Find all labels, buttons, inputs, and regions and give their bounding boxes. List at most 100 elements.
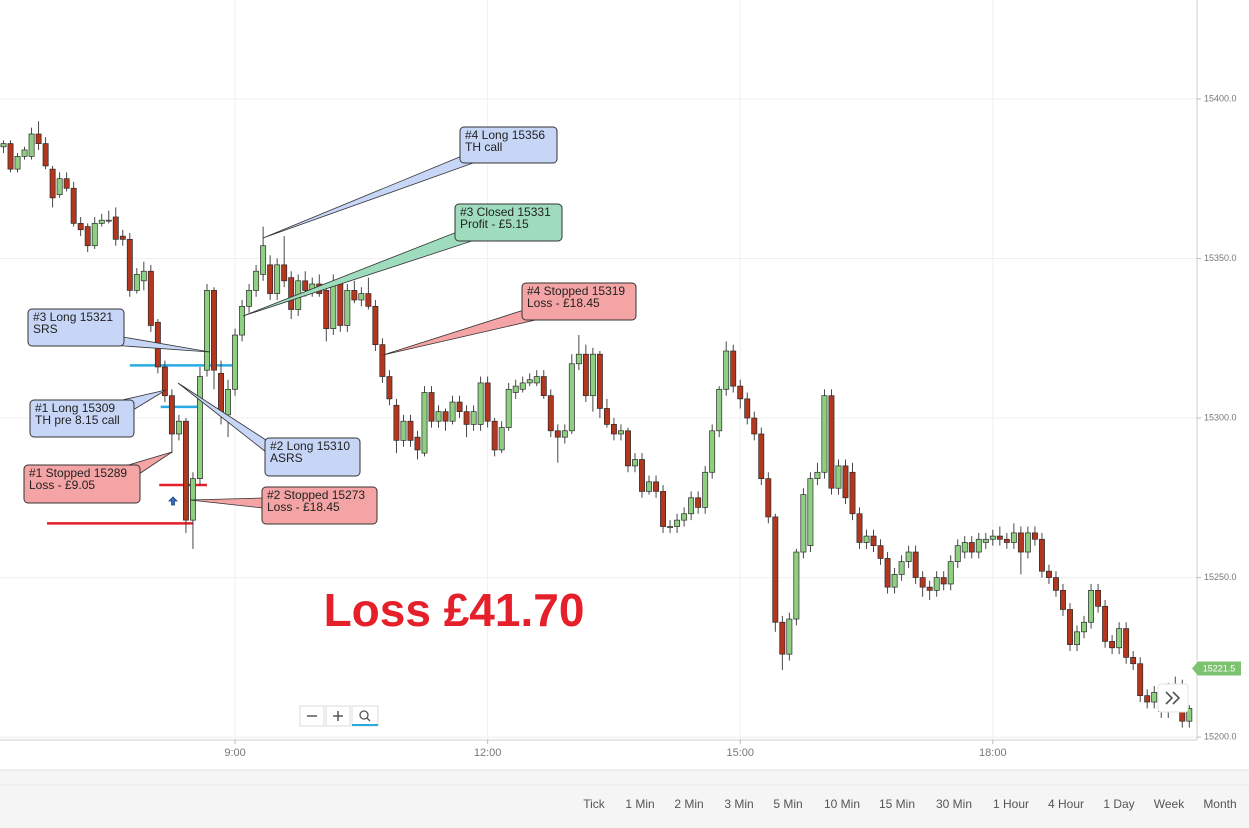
loss-total: Loss £41.70 [324, 584, 585, 636]
zoom-reset-button[interactable] [351, 705, 379, 727]
candle-body [260, 245, 267, 275]
candle-body [1031, 532, 1038, 540]
candle-body [288, 277, 295, 310]
candle-body [98, 219, 105, 224]
callout-text: SRS [33, 322, 58, 336]
candle-body [84, 226, 91, 247]
candle-body [351, 290, 358, 301]
candle-body [646, 481, 652, 492]
candle-body [933, 577, 940, 591]
candle-body [365, 293, 372, 307]
candle-body [856, 513, 863, 543]
candle-body [526, 379, 533, 384]
candle-body [639, 459, 645, 492]
callout-box [29, 399, 135, 438]
timeframe-button[interactable]: 5 Min [773, 797, 802, 811]
candle-body [765, 478, 772, 518]
candle-body [877, 545, 884, 559]
candle-body [982, 538, 989, 543]
y-tick-label: 15400.0 [1204, 93, 1237, 103]
candle-body [1123, 628, 1130, 658]
callout-text: #4 Stopped 15319 [527, 284, 625, 298]
timeframe-button[interactable]: 10 Min [824, 797, 860, 811]
zoom-controls [299, 705, 379, 727]
timeframe-button[interactable]: Month [1203, 797, 1236, 811]
candle-body [1130, 657, 1137, 665]
candle-body [477, 382, 484, 425]
candle-body [835, 465, 842, 489]
candle-body [1109, 641, 1116, 649]
candle-body [253, 270, 260, 291]
candle-body [133, 274, 140, 291]
candle-body [884, 558, 891, 588]
candle-body [42, 143, 49, 167]
candle-body [603, 408, 610, 425]
y-tick-label: 15250.0 [1204, 572, 1237, 582]
candle-body [589, 353, 596, 397]
candle-body [1038, 538, 1045, 572]
candle-body [505, 388, 512, 428]
candle-body [961, 542, 968, 553]
candle-body [456, 401, 463, 412]
candle-body [863, 535, 870, 543]
candle-body [807, 478, 814, 547]
candle-body [63, 178, 70, 189]
callout-box [23, 464, 141, 504]
candle-body [828, 395, 835, 489]
timeframe-button[interactable]: Tick [583, 797, 606, 811]
candle-body [358, 293, 365, 301]
grid [0, 0, 1197, 740]
candle-body [954, 545, 961, 562]
timeframe-button[interactable]: 1 Min [625, 797, 654, 811]
candle-body [926, 586, 933, 591]
scroll-button[interactable] [1157, 683, 1189, 713]
candle-body [940, 577, 947, 585]
candle-body [702, 471, 709, 508]
callout-text: TH pre 8.15 call [35, 413, 120, 427]
candle-body [225, 388, 231, 416]
candle-body [204, 290, 210, 371]
candle-body [730, 350, 737, 387]
timeframe-button[interactable]: 1 Day [1103, 797, 1134, 811]
candle-body [190, 478, 196, 521]
candle-body [330, 283, 337, 330]
candle-body [449, 401, 456, 422]
candle-body [989, 535, 996, 540]
candle-body [281, 264, 288, 282]
timeframe-button[interactable]: Week [1154, 797, 1185, 811]
candle-body [70, 187, 77, 224]
candle-body [695, 497, 702, 508]
timeframe-button[interactable]: 1 Hour [993, 797, 1029, 811]
y-tick-label: 15300.0 [1204, 412, 1237, 422]
candle-body [14, 156, 21, 170]
candle-body [112, 216, 119, 240]
candle-body [667, 526, 674, 528]
candle-body [232, 334, 238, 390]
candle-body [975, 538, 982, 553]
candle-body [1081, 621, 1087, 633]
timeframe-button[interactable]: 3 Min [724, 797, 753, 811]
callout-box [459, 126, 558, 164]
last-price-tag [1192, 661, 1241, 676]
timeframe-button[interactable]: 4 Hour [1048, 797, 1084, 811]
timeframe-button[interactable]: 15 Min [879, 797, 915, 811]
timeframe-button[interactable]: 2 Min [674, 797, 703, 811]
candle-body [996, 535, 1003, 540]
callout-box [521, 282, 637, 321]
candle-body [968, 542, 975, 553]
candle-body [28, 133, 35, 157]
candle-body [1053, 577, 1059, 591]
candle-body [1024, 532, 1031, 553]
candle-body [168, 395, 175, 435]
candle-body [898, 561, 905, 575]
candle-body [161, 366, 168, 397]
candle-body [302, 280, 309, 291]
candle-body [344, 290, 351, 326]
callout-box [27, 308, 125, 347]
candle-body [435, 411, 442, 422]
x-tick-label: 18:00 [979, 747, 1007, 759]
entry-arrow-icon [168, 496, 178, 506]
timeframe-button[interactable]: 30 Min [936, 797, 972, 811]
callout-box [261, 486, 378, 525]
candle-body [35, 133, 42, 144]
